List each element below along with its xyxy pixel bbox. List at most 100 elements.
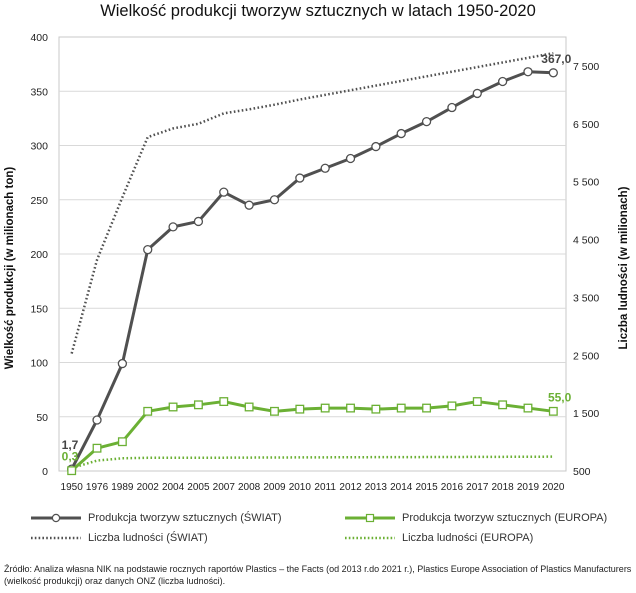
data-point-europe-production (472, 397, 482, 407)
y2-tick-label: 500 (573, 466, 591, 478)
data-label: 1,7 (62, 438, 79, 452)
data-point-europe-production (168, 402, 178, 412)
x-tick-label: 2005 (187, 482, 210, 493)
data-point-europe-production (270, 406, 279, 416)
y2-axis-title: Liczba ludności (w milionach) (618, 186, 630, 349)
legend-item-europe-production: Produkcja tworzyw sztucznych (EUROPA) (344, 512, 607, 524)
chart-title: Wielkość produkcji tworzyw sztucznych w … (100, 2, 536, 20)
legend-swatch-world-production (31, 513, 81, 523)
data-point-world-production (447, 102, 457, 113)
legend-item-world-production: Produkcja tworzyw sztucznych (ŚWIAT) (30, 512, 282, 524)
series-line-0 (70, 70, 554, 470)
data-point-world-production (143, 245, 153, 255)
x-tick-label: 2013 (365, 482, 388, 493)
x-tick-label: 1989 (111, 482, 134, 493)
legend-swatch-europe-production (345, 513, 395, 523)
data-point-world-production (295, 173, 305, 183)
series-line-3 (71, 455, 554, 470)
x-tick-label: 2002 (137, 482, 160, 493)
data-point-europe-production (295, 404, 305, 414)
data-point-europe-production (117, 437, 127, 447)
data-point-world-production (345, 153, 356, 164)
x-tick-label: 2008 (238, 482, 261, 493)
y2-tick-label: 1 500 (573, 408, 599, 420)
data-point-world-production (168, 222, 178, 232)
legend-label-europe-population: Liczba ludności (EUROPA) (402, 532, 534, 544)
data-point-world-production (548, 68, 558, 78)
data-point-europe-production (422, 403, 432, 413)
data-point-world-production (320, 163, 330, 173)
y2-tick-label: 5 500 (573, 177, 599, 189)
data-point-world-production (219, 187, 229, 197)
data-point-europe-production (498, 400, 508, 410)
y-tick-label: 250 (30, 195, 48, 207)
data-point-world-production (472, 88, 482, 99)
data-point-europe-production (346, 403, 355, 413)
data-point-europe-production (67, 466, 77, 476)
y-tick-label: 350 (30, 86, 48, 98)
series-line-2 (70, 51, 554, 354)
y-tick-label: 200 (30, 249, 48, 261)
data-point-europe-production (396, 403, 406, 413)
legend-swatch-europe-population (345, 536, 395, 540)
y-tick-label: 0 (42, 466, 48, 478)
legend-label-europe-production: Produkcja tworzyw sztucznych (EUROPA) (402, 512, 608, 524)
data-point-europe-production (548, 406, 558, 416)
y-axis-title: Wielkość produkcji (w milionach ton) (4, 167, 16, 370)
data-label: 367,0 (541, 52, 571, 66)
legend-item-world-population: Liczba ludności (ŚWIAT) (30, 532, 208, 544)
data-point-europe-production (523, 403, 533, 413)
y-tick-label: 100 (30, 358, 48, 370)
x-tick-label: 2020 (542, 482, 565, 493)
data-point-world-production (92, 415, 102, 425)
y2-tick-label: 7 500 (573, 61, 599, 73)
y2-tick-label: 4 500 (573, 235, 599, 247)
y2-tick-label: 6 500 (573, 119, 599, 131)
x-tick-label: 2019 (517, 482, 540, 493)
data-point-world-production (396, 128, 406, 139)
legend-item-europe-population: Liczba ludności (EUROPA) (344, 532, 533, 544)
data-point-europe-production (244, 402, 254, 412)
x-tick-label: 2017 (466, 482, 489, 493)
legend-label-world-population: Liczba ludności (ŚWIAT) (88, 532, 208, 544)
data-point-europe-production (320, 403, 330, 413)
data-point-world-production (421, 116, 432, 127)
data-label: 0,3 (62, 450, 79, 464)
x-tick-label: 2014 (390, 482, 413, 493)
x-tick-label: 2011 (314, 482, 336, 493)
data-point-world-production (193, 216, 204, 227)
legend-label-world-production: Produkcja tworzyw sztucznych (ŚWIAT) (88, 512, 282, 524)
source-note: Źródło: Analiza własna NIK na podstawie … (4, 564, 632, 586)
data-point-world-production (497, 76, 508, 87)
data-point-europe-production (92, 443, 102, 453)
data-point-world-production (117, 358, 128, 369)
data-point-world-production (269, 195, 280, 205)
x-tick-label: 2012 (339, 482, 362, 493)
data-point-world-production (371, 141, 381, 152)
data-point-europe-production (193, 400, 203, 410)
data-point-europe-production (219, 397, 229, 407)
data-point-world-production (244, 200, 254, 210)
x-tick-label: 2004 (162, 482, 185, 493)
y2-tick-label: 3 500 (573, 292, 599, 304)
x-tick-label: 1976 (86, 482, 109, 493)
y2-tick-label: 2 500 (573, 350, 599, 362)
x-tick-label: 2015 (415, 482, 438, 493)
x-tick-label: 2010 (289, 482, 312, 493)
data-point-europe-production (447, 401, 457, 411)
data-point-europe-production (143, 406, 153, 416)
y-tick-label: 150 (30, 303, 48, 315)
data-label: 55,0 (548, 390, 572, 404)
y-tick-label: 400 (30, 32, 48, 44)
data-point-world-production (523, 67, 533, 77)
x-tick-label: 2009 (263, 482, 286, 493)
x-tick-label: 2018 (492, 482, 515, 493)
x-tick-label: 2016 (441, 482, 464, 493)
legend-swatch-world-population (31, 536, 81, 540)
x-tick-label: 1950 (61, 482, 84, 493)
data-point-europe-production (371, 404, 381, 414)
y-tick-label: 300 (30, 141, 48, 153)
y-tick-label: 50 (36, 412, 48, 424)
x-tick-label: 2007 (213, 482, 236, 493)
